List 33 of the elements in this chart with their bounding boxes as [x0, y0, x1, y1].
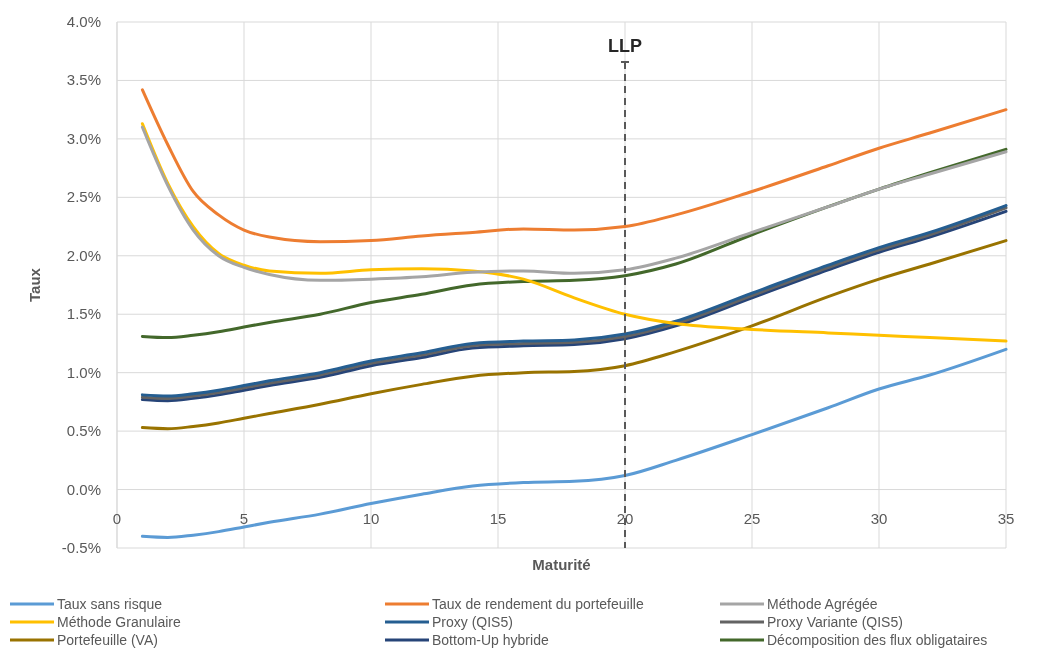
x-tick-label: 0 [112, 509, 122, 527]
y-axis-title: Taux [26, 267, 43, 302]
y-tick-label: 0.5% [66, 422, 101, 440]
y-tick-label: -0.5% [61, 539, 101, 556]
legend-label: Portefeuille (VA) [57, 632, 158, 648]
legend-label: Méthode Agrégée [767, 596, 878, 612]
line-series [140, 88, 1008, 244]
legend-label: Proxy Variante (QIS5) [767, 614, 903, 630]
x-tick-label: 35 [997, 509, 1015, 527]
x-tick-label: 10 [362, 509, 380, 527]
legend-label: Taux de rendement du portefeuille [432, 596, 644, 612]
legend-label: Décomposition des flux obligataires [767, 632, 988, 648]
x-tick-label: 5 [239, 509, 249, 527]
y-tick-label: 4.0% [66, 13, 101, 30]
y-tick-label: 1.0% [66, 363, 101, 381]
x-tick-label: 20 [616, 509, 634, 527]
y-tick-label: 2.0% [66, 246, 101, 264]
y-tick-label: 0.0% [66, 480, 101, 498]
line-series [140, 239, 1008, 431]
x-tick-label: 30 [870, 509, 888, 527]
ref-line-label: LLP [608, 36, 642, 56]
legend-label: Taux sans risque [57, 596, 163, 612]
y-tick-label: 1.5% [66, 305, 101, 323]
line-series [140, 125, 1008, 282]
x-axis-title: Maturité [532, 556, 591, 573]
x-tick-label: 15 [489, 509, 507, 527]
y-tick-label: 3.0% [66, 129, 101, 147]
x-tick-label: 25 [743, 509, 761, 527]
y-tick-label: 3.5% [66, 71, 101, 89]
legend-label: Bottom-Up hybride [432, 632, 549, 648]
y-tick-label: 2.5% [66, 188, 101, 206]
legend-label: Méthode Granulaire [57, 614, 181, 630]
legend-label: Proxy (QIS5) [432, 614, 513, 630]
